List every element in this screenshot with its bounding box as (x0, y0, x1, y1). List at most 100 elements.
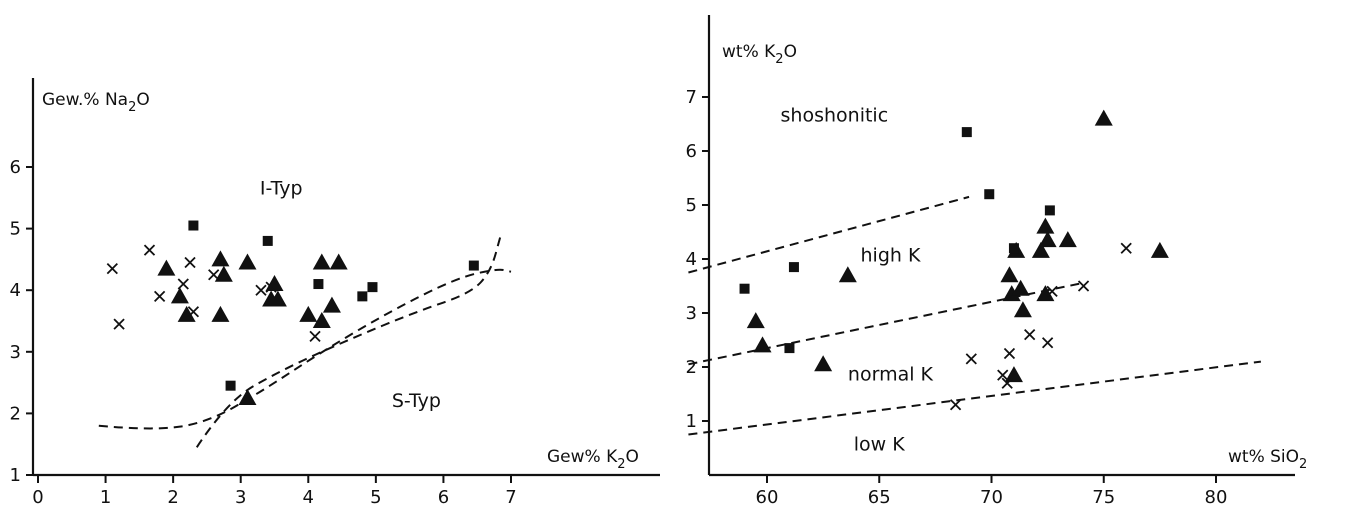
region-label: high K (861, 245, 921, 267)
triangle-marker (214, 265, 233, 282)
triangle-marker (1013, 301, 1032, 318)
triangle-marker (211, 250, 230, 267)
cross-marker (965, 353, 977, 365)
cross-marker (1077, 280, 1090, 292)
triangle-marker (838, 266, 857, 283)
triangle-marker (299, 305, 318, 322)
boundary-line (98, 268, 512, 430)
triangle-marker (1038, 231, 1057, 248)
cross-marker (1003, 347, 1016, 360)
y-tick-label: 2 (686, 357, 697, 378)
square-marker (225, 380, 236, 391)
x-tick-label: 2 (167, 487, 178, 508)
x-tick-label: 5 (370, 487, 381, 508)
region-label: shoshonitic (781, 104, 889, 126)
triangle-marker (1058, 231, 1077, 248)
cross-marker (208, 269, 220, 281)
x-tick-label: 60 (756, 487, 779, 508)
right-y-axis-label: wt% K2O (722, 42, 797, 67)
cross-marker (1024, 328, 1036, 341)
square-marker (788, 262, 799, 273)
square-marker (1008, 243, 1019, 254)
cross-marker (255, 284, 267, 296)
cross-marker (997, 369, 1009, 381)
triangle-marker (753, 336, 772, 353)
triangle-marker (1150, 241, 1169, 258)
region-label: I-Typ (260, 178, 303, 200)
square-marker (188, 220, 199, 231)
boundary-line (195, 234, 502, 448)
y-tick-label: 6 (686, 141, 697, 162)
panel-right-k2o-vs-sio2: 60 65 70 75 80 1 2 3 4 5 6 7 shoshonitic high K norma… (686, 15, 1307, 508)
cross-marker (1120, 242, 1132, 254)
x-tick-label: 75 (1092, 487, 1115, 508)
triangle-marker (1036, 217, 1055, 234)
triangle-marker (312, 253, 331, 270)
square-marker (1044, 205, 1055, 216)
x-tick-label: 65 (868, 487, 891, 508)
region-label: S-Typ (392, 390, 441, 412)
region-label: low K (854, 434, 905, 456)
triangle-marker (329, 253, 348, 270)
square-marker (262, 235, 273, 246)
square-marker (468, 260, 479, 271)
square-marker (313, 279, 324, 290)
square-marker (357, 291, 368, 302)
cross-marker (106, 263, 118, 275)
cross-marker (184, 256, 196, 269)
cross-marker (143, 244, 156, 256)
cross-marker (113, 318, 125, 330)
triangle-marker (1094, 109, 1113, 126)
cross-marker (153, 290, 166, 302)
cross-marker (949, 399, 962, 411)
left-y-axis-label: Gew.% Na2O (42, 90, 150, 115)
left-x-axis-label: Gew% K2O (547, 447, 639, 472)
region-label: normal K (848, 364, 934, 386)
triangle-marker (177, 305, 196, 322)
cross-marker (187, 306, 200, 318)
y-tick-label: 5 (686, 195, 697, 216)
triangle-marker (170, 287, 189, 304)
cross-marker (177, 278, 189, 290)
y-tick-label: 6 (10, 157, 21, 178)
triangle-marker (814, 355, 833, 372)
triangle-marker (1031, 241, 1050, 258)
y-tick-label: 3 (10, 342, 21, 363)
boundary-line (688, 195, 970, 274)
triangle-marker (211, 305, 230, 322)
x-tick-label: 7 (505, 487, 516, 508)
y-tick-label: 4 (686, 249, 697, 270)
square-marker (367, 282, 378, 293)
y-tick-label: 5 (10, 219, 21, 240)
cross-marker (309, 330, 321, 343)
square-marker (784, 343, 795, 354)
x-tick-label: 1 (100, 487, 111, 508)
x-tick-label: 80 (1205, 487, 1228, 508)
y-tick-label: 7 (686, 87, 697, 108)
x-tick-label: 0 (32, 487, 43, 508)
x-tick-label: 6 (438, 487, 449, 508)
y-tick-label: 3 (686, 303, 697, 324)
cross-marker (265, 281, 277, 293)
triangle-marker (1002, 285, 1021, 302)
triangle-marker (1004, 366, 1023, 383)
x-tick-label: 3 (235, 487, 246, 508)
x-tick-label: 70 (980, 487, 1003, 508)
cross-marker (1041, 337, 1054, 349)
triangle-marker (268, 290, 287, 307)
triangle-marker (1036, 285, 1055, 302)
y-tick-label: 1 (10, 465, 21, 486)
triangle-marker (238, 389, 257, 405)
triangle-marker (1011, 279, 1030, 296)
y-tick-label: 2 (10, 403, 21, 424)
triangle-marker (1000, 266, 1019, 283)
square-marker (984, 189, 995, 200)
cross-marker (1001, 377, 1013, 389)
triangle-marker (746, 312, 765, 329)
triangle-marker (312, 312, 331, 328)
boundary-line (688, 360, 1262, 436)
triangle-marker (238, 253, 257, 270)
